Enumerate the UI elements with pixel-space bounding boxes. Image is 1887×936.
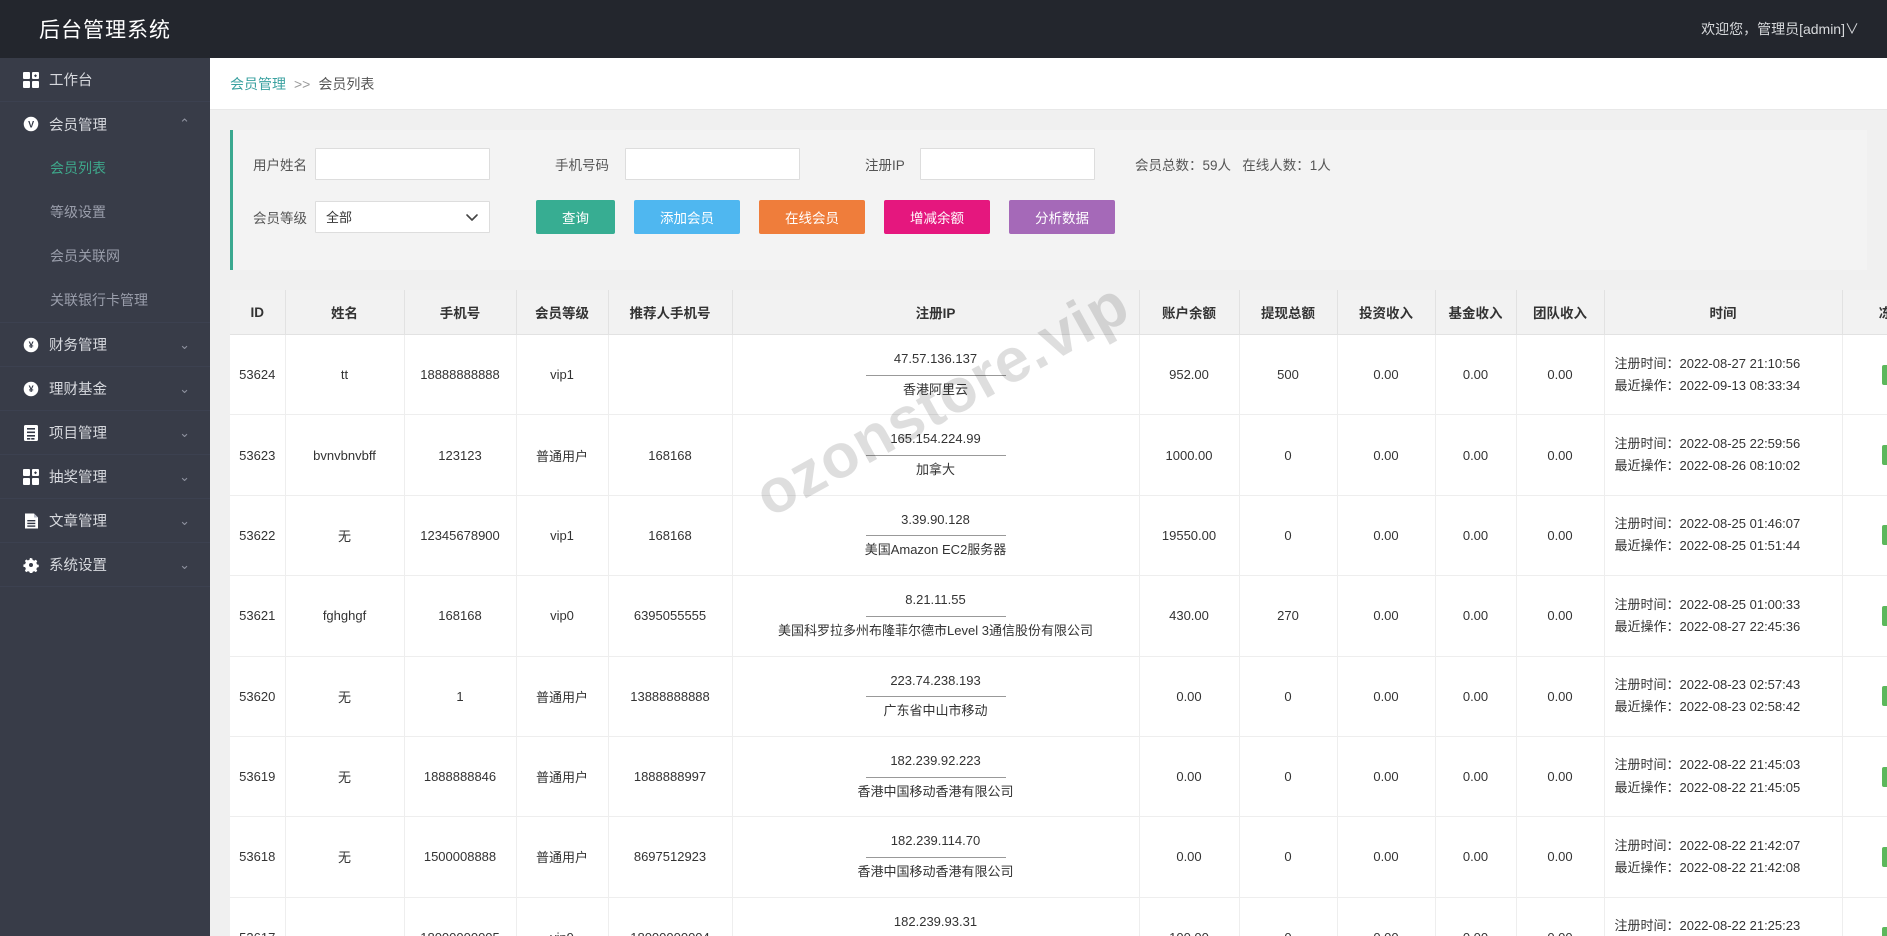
svg-text:V: V [28,119,34,129]
svg-text:¥: ¥ [29,340,34,350]
svg-text:¥: ¥ [29,384,34,394]
